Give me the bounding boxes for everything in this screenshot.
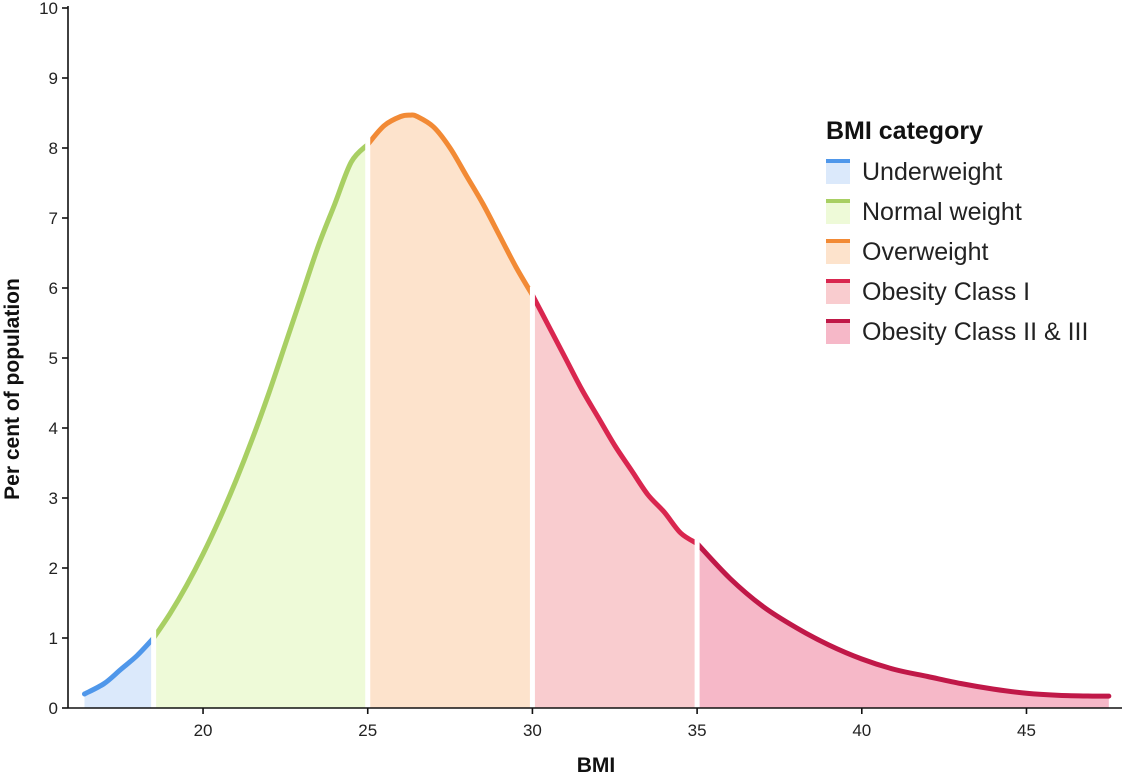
legend-label-normal-weight: Normal weight bbox=[862, 198, 1022, 226]
area-fills bbox=[84, 115, 1109, 708]
legend-label-obesity-class-ii-iii: Obesity Class II & III bbox=[862, 318, 1088, 346]
line-obesity-class-ii-iii bbox=[694, 541, 1112, 699]
legend-swatch-normal-weight bbox=[826, 200, 850, 224]
legend-label-overweight: Overweight bbox=[862, 238, 988, 266]
y-tick-label: 2 bbox=[49, 559, 58, 578]
x-tick-label: 35 bbox=[688, 721, 707, 740]
y-tick-label: 4 bbox=[49, 419, 58, 438]
legend: BMI category Underweight Normal weight Ove… bbox=[826, 117, 1088, 346]
area-obesity-class-i bbox=[532, 295, 698, 708]
line-normal-weight bbox=[151, 142, 371, 641]
x-tick-label: 40 bbox=[852, 721, 871, 740]
category-separators bbox=[151, 136, 700, 708]
y-tick-label: 6 bbox=[49, 279, 58, 298]
y-axis-title: Per cent of population bbox=[1, 278, 24, 500]
legend-swatch-obesity-class-i bbox=[826, 280, 850, 304]
area-overweight bbox=[367, 115, 533, 708]
line-overweight bbox=[365, 112, 535, 298]
line-obesity-class-i bbox=[529, 292, 700, 546]
y-tick-label: 5 bbox=[49, 349, 58, 368]
x-tick-label: 20 bbox=[194, 721, 213, 740]
legend-title: BMI category bbox=[826, 117, 983, 145]
y-tick-label: 1 bbox=[49, 629, 58, 648]
legend-swatch-overweight bbox=[826, 240, 850, 264]
y-tick-label: 0 bbox=[49, 699, 58, 718]
legend-label-obesity-class-i: Obesity Class I bbox=[862, 278, 1030, 306]
legend-swatch-underweight bbox=[826, 160, 850, 184]
y-tick-label: 8 bbox=[49, 139, 58, 158]
x-axis-title: BMI bbox=[577, 754, 616, 775]
curve-lines bbox=[81, 112, 1112, 699]
y-tick-label: 10 bbox=[39, 0, 58, 18]
y-tick-label: 3 bbox=[49, 489, 58, 508]
x-tick-label: 45 bbox=[1017, 721, 1036, 740]
x-tick-label: 30 bbox=[523, 721, 542, 740]
x-tick-label: 25 bbox=[358, 721, 377, 740]
legend-swatch-obesity-class-ii-iii bbox=[826, 320, 850, 344]
area-normal-weight bbox=[153, 144, 368, 708]
area-obesity-class-ii-iii bbox=[697, 543, 1109, 708]
y-tick-label: 9 bbox=[49, 69, 58, 88]
line-underweight bbox=[81, 635, 157, 697]
legend-label-underweight: Underweight bbox=[862, 158, 1002, 186]
y-tick-label: 7 bbox=[49, 209, 58, 228]
